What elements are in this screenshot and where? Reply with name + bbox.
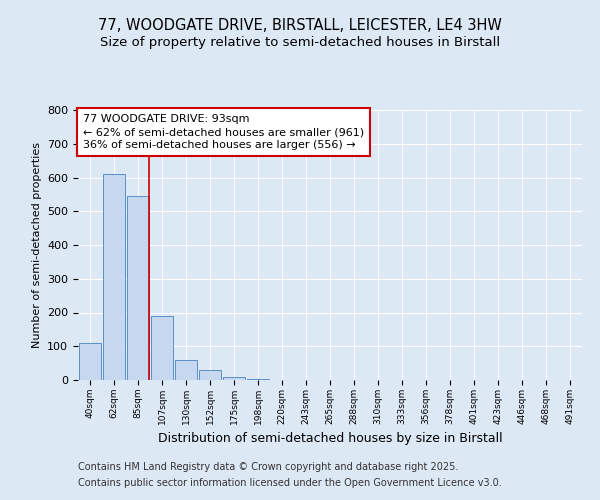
Text: 77, WOODGATE DRIVE, BIRSTALL, LEICESTER, LE4 3HW: 77, WOODGATE DRIVE, BIRSTALL, LEICESTER,…: [98, 18, 502, 32]
X-axis label: Distribution of semi-detached houses by size in Birstall: Distribution of semi-detached houses by …: [158, 432, 502, 446]
Bar: [103, 174, 125, 380]
Bar: [151, 316, 173, 380]
Bar: [175, 360, 197, 380]
Bar: [127, 196, 149, 380]
Text: 77 WOODGATE DRIVE: 93sqm
← 62% of semi-detached houses are smaller (961)
36% of : 77 WOODGATE DRIVE: 93sqm ← 62% of semi-d…: [83, 114, 364, 150]
Bar: [223, 376, 245, 380]
Bar: [79, 343, 101, 380]
Text: Contains public sector information licensed under the Open Government Licence v3: Contains public sector information licen…: [78, 478, 502, 488]
Text: Size of property relative to semi-detached houses in Birstall: Size of property relative to semi-detach…: [100, 36, 500, 49]
Bar: [199, 370, 221, 380]
Text: Contains HM Land Registry data © Crown copyright and database right 2025.: Contains HM Land Registry data © Crown c…: [78, 462, 458, 472]
Y-axis label: Number of semi-detached properties: Number of semi-detached properties: [32, 142, 41, 348]
